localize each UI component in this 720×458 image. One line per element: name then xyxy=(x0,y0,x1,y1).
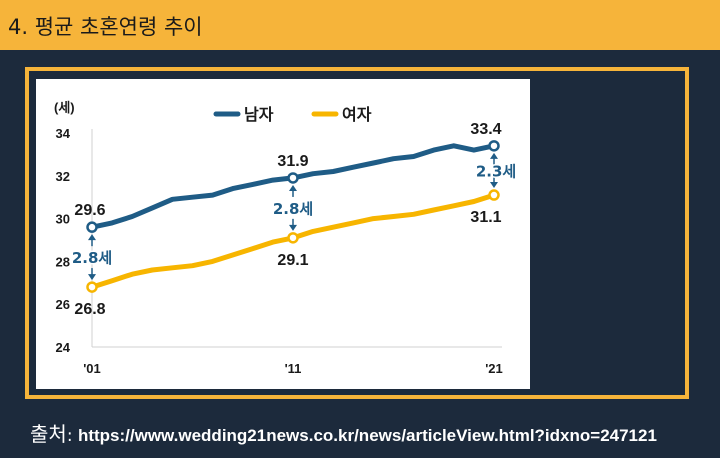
page-title: 4. 평균 초혼연령 추이 xyxy=(8,15,203,39)
data-label: 31.1 xyxy=(470,209,501,226)
y-tick-label: 24 xyxy=(56,340,71,355)
source-line: 출처: https://www.wedding21news.co.kr/news… xyxy=(30,418,657,447)
x-tick-label: '01 xyxy=(83,361,101,376)
x-tick-label: '21 xyxy=(485,361,503,376)
chart-panel: (세) 24 26 28 30 32 34 '01 '11 '21 남자 여자 29.6 31.9 33.4… xyxy=(36,79,530,389)
data-label: 29.6 xyxy=(74,202,105,219)
gap-arrowhead-up xyxy=(289,184,297,191)
source-label: 출처 xyxy=(30,422,67,446)
y-tick-label: 28 xyxy=(56,254,70,269)
data-label: 29.1 xyxy=(277,252,308,269)
data-point-marker-female xyxy=(488,189,500,201)
line-chart: (세) 24 26 28 30 32 34 '01 '11 '21 남자 여자 29.6 31.9 33.4… xyxy=(54,100,518,376)
gap-label: 2.8세 xyxy=(273,200,313,218)
y-tick-label: 30 xyxy=(56,212,70,227)
data-point-marker-female xyxy=(86,281,98,293)
x-tick-label: '11 xyxy=(285,361,302,376)
gap-arrowhead-down xyxy=(490,182,498,189)
y-tick-label: 26 xyxy=(56,297,70,312)
data-point-marker-male xyxy=(86,221,98,233)
header-bar: 4. 평균 초혼연령 추이 xyxy=(0,0,720,50)
gap-arrowhead-up xyxy=(88,234,96,241)
data-point-marker-male xyxy=(287,172,299,184)
gap-arrowhead-down xyxy=(88,274,96,281)
gap-arrowhead-up xyxy=(490,152,498,159)
data-label: 31.9 xyxy=(277,153,308,170)
y-tick-label: 32 xyxy=(56,169,70,184)
chart-frame xyxy=(25,67,689,399)
legend-label-female: 여자 xyxy=(342,105,372,124)
data-label: 26.8 xyxy=(74,301,105,318)
source-separator: : xyxy=(66,426,78,446)
y-axis-unit-label: (세) xyxy=(54,100,75,115)
data-point-marker-male xyxy=(488,140,500,152)
y-tick-label: 34 xyxy=(56,126,71,141)
gap-arrowhead-down xyxy=(289,224,297,231)
legend-label-male: 남자 xyxy=(244,105,274,124)
gap-label: 2.3세 xyxy=(476,162,516,180)
data-point-marker-female xyxy=(287,232,299,244)
gap-label: 2.8세 xyxy=(72,249,112,267)
data-label: 33.4 xyxy=(470,121,501,138)
source-url[interactable]: https://www.wedding21news.co.kr/news/art… xyxy=(77,426,657,445)
